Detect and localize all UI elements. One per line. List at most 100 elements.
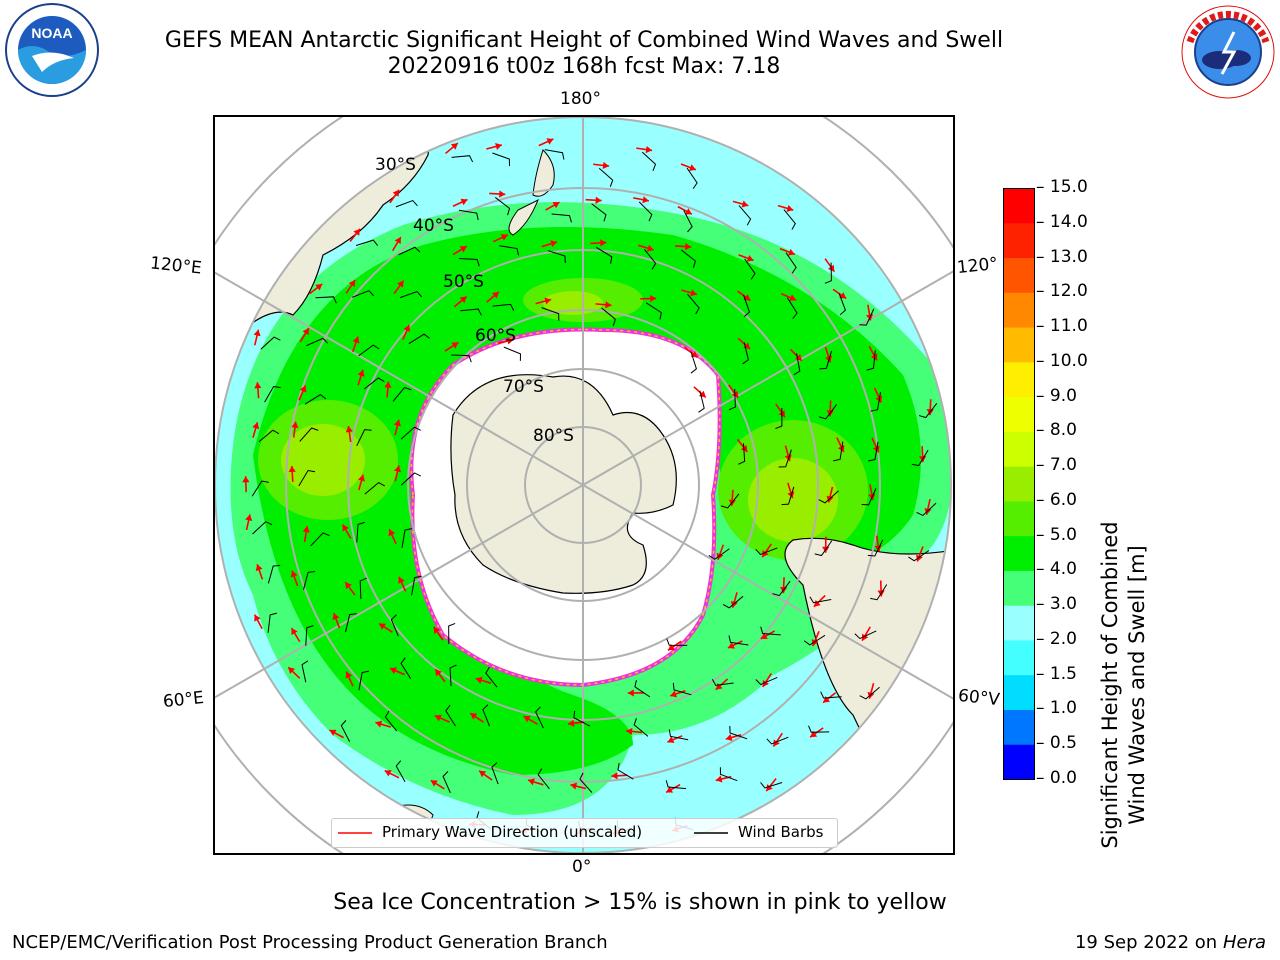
wave-arrow-head <box>254 382 262 389</box>
footer-left: NCEP/EMC/Verification Post Processing Pr… <box>12 932 608 953</box>
wind-barb <box>818 404 838 420</box>
wave-arrow-head <box>766 784 773 792</box>
wind-barb <box>742 342 749 365</box>
wind-barb <box>859 686 880 700</box>
wind-barb <box>303 571 316 590</box>
wind-barb <box>859 308 875 326</box>
colorbar-segment <box>1003 500 1035 537</box>
wind-barb <box>808 725 830 733</box>
wind-barb <box>766 736 789 745</box>
footer-date: 19 Sep 2022 on <box>1074 932 1218 953</box>
wind-barb <box>398 246 421 256</box>
lon-label-60w: 60°V <box>957 685 1001 711</box>
wind-barb <box>451 155 474 163</box>
wind-barb <box>916 502 937 517</box>
wind-barb <box>299 427 319 442</box>
colorbar-tick-label: – 1.5 <box>1036 663 1077 684</box>
chart-title: GEFS MEAN Antarctic Significant Height o… <box>164 28 1004 53</box>
wind-barb <box>785 252 797 274</box>
wave-arrow-head <box>645 145 653 154</box>
colorbar-segment <box>1003 639 1035 676</box>
nws-logo <box>1181 5 1275 99</box>
wave-arrow-head <box>823 696 831 703</box>
wave-arrow-head <box>302 526 310 533</box>
wind-barb <box>492 303 515 311</box>
wave-arrow-head <box>291 628 298 636</box>
wind-barb <box>544 149 565 160</box>
wind-barb <box>537 768 550 790</box>
wind-barb <box>720 493 740 509</box>
wind-barb <box>793 353 801 376</box>
wave-arrow-head <box>784 454 792 462</box>
wave-arrow-head <box>492 291 499 299</box>
wind-barb <box>358 670 370 691</box>
wind-barb <box>392 387 412 402</box>
sea-ice-note: Sea Ice Concentration > 15% is shown in … <box>333 890 947 915</box>
wind-barb <box>390 614 399 637</box>
wind-barb <box>492 152 511 167</box>
lat-label-30s: 30°S <box>375 155 416 175</box>
wave-arrow-head <box>684 208 692 215</box>
colorbar-tick-label: – 0.0 <box>1036 768 1077 788</box>
wave-arrow-head <box>570 782 578 790</box>
wind-barb <box>908 550 930 562</box>
wave-arrow-head <box>715 775 723 783</box>
wave-direction-legend-label: Primary Wave Direction (unscaled) <box>382 823 643 841</box>
wind-barb <box>781 486 795 506</box>
wind-barb <box>449 664 457 686</box>
wave-arrow-head <box>667 736 675 744</box>
wind-barb <box>252 521 273 535</box>
colorbar-label-line2: Wind Waves and Swell [m] <box>1125 545 1149 825</box>
colorbar-segment <box>1003 361 1035 398</box>
colorbar-segment <box>1003 396 1035 432</box>
wave-arrow-head <box>352 336 360 344</box>
wind-barb <box>683 210 693 233</box>
wave-arrow-head <box>544 297 552 305</box>
wave-arrow-head <box>523 716 531 723</box>
wind-barb <box>911 449 929 467</box>
wave-arrow-head <box>690 289 697 297</box>
wind-barb <box>411 575 422 596</box>
wave-band-4m <box>253 227 921 775</box>
wave-arrow-head <box>384 381 392 388</box>
wave-arrow-head <box>384 770 392 777</box>
wind-barb <box>458 209 479 221</box>
wave-arrow-head <box>741 200 749 208</box>
wave-arrow-head <box>451 342 459 349</box>
wind-barb <box>596 247 613 264</box>
wind-barb <box>298 469 316 487</box>
wave-arrow-head <box>450 143 458 150</box>
wind-barb <box>666 638 688 646</box>
colorbar-tick-label: – 7.0 <box>1036 455 1077 476</box>
wind-barb <box>867 539 884 557</box>
colorbar-segment <box>1003 222 1035 259</box>
wave-arrow-head <box>811 639 819 647</box>
wave-arrow-head <box>394 465 402 473</box>
lat-label-70s: 70°S <box>503 377 544 397</box>
wave-arrow-head <box>378 623 386 630</box>
colorbar-segment <box>1003 674 1035 710</box>
footer-machine: Hera <box>1222 932 1266 953</box>
lon-label-60e: 60°E <box>162 687 205 713</box>
wave-arrow-head <box>837 445 845 453</box>
chart-subtitle: 20220916 t00z 168h fcst Max: 7.18 <box>387 54 781 79</box>
wind-barb <box>450 354 472 363</box>
wave-arrow-head <box>288 465 296 473</box>
wind-barb <box>634 679 651 698</box>
wind-barb <box>687 293 700 315</box>
wave-arrow-head <box>253 329 261 337</box>
wind-barb <box>485 666 498 688</box>
wind-barb <box>460 308 482 316</box>
colorbar-label: Significant Height of Combined Wind Wave… <box>1097 521 1149 848</box>
wind-barb <box>645 302 662 320</box>
wind-barb <box>400 426 421 440</box>
colorbar-label-line1: Significant Height of Combined <box>1098 521 1122 849</box>
wave-arrow-head <box>358 474 366 482</box>
colorbar <box>1003 188 1035 780</box>
wind-barb <box>708 548 730 560</box>
wave-arrow-head <box>342 524 349 532</box>
lon-label-180: 180° <box>560 89 601 109</box>
wind-barb <box>264 386 281 403</box>
colorbar-tick-label: – 11.0 <box>1036 316 1088 337</box>
wind-barb <box>722 595 744 609</box>
